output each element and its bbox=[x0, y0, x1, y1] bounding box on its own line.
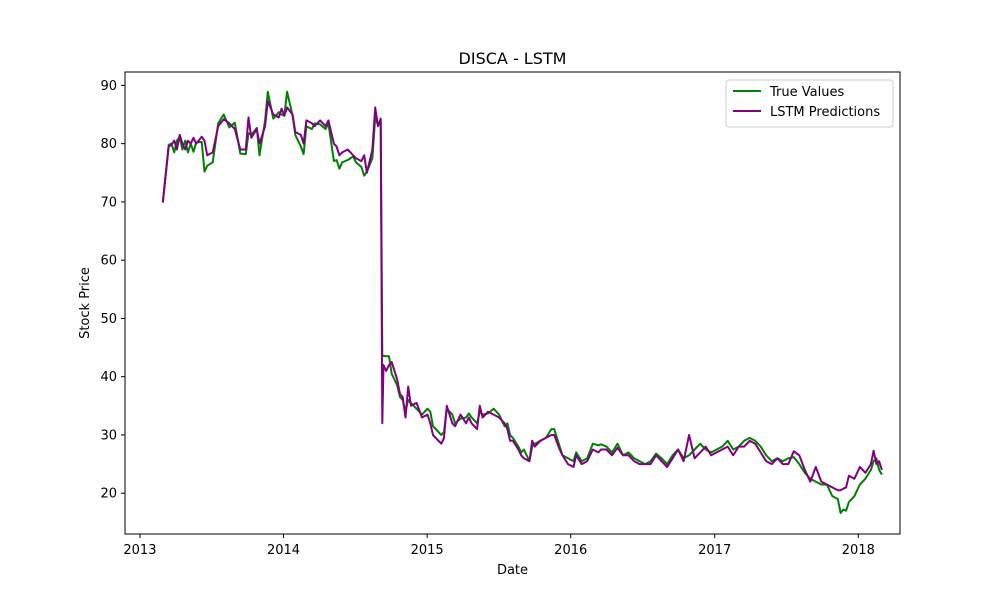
y-tick-label: 30 bbox=[100, 428, 117, 443]
legend-box bbox=[725, 79, 894, 128]
legend: True Values LSTM Predictions bbox=[725, 79, 894, 128]
y-tick-label: 50 bbox=[100, 312, 117, 327]
chart-title: DISCA - LSTM bbox=[459, 49, 567, 68]
series-line-lstm-predictions bbox=[161, 100, 883, 492]
legend-label-true-values: True Values bbox=[769, 85, 844, 100]
series-layer bbox=[161, 90, 883, 514]
y-tick-label: 20 bbox=[100, 487, 117, 502]
x-tick-label: 2014 bbox=[267, 543, 300, 558]
x-tick-label: 2013 bbox=[123, 543, 156, 558]
x-axis-label: Date bbox=[497, 563, 528, 578]
x-tick-label: 2016 bbox=[554, 543, 587, 558]
legend-label-lstm-predictions: LSTM Predictions bbox=[770, 105, 880, 120]
y-tick-label: 90 bbox=[100, 79, 117, 94]
y-tick-label: 60 bbox=[100, 254, 117, 269]
x-tick-label: 2018 bbox=[842, 543, 875, 558]
y-axis-ticks: 20 30 40 50 60 70 80 90 bbox=[100, 79, 125, 502]
y-tick-label: 80 bbox=[100, 137, 117, 152]
plot-frame bbox=[124, 71, 901, 535]
x-tick-label: 2017 bbox=[698, 543, 731, 558]
y-tick-label: 70 bbox=[100, 195, 117, 210]
x-axis-ticks: 2013 2014 2015 2016 2017 2018 bbox=[123, 534, 875, 558]
plot-area bbox=[125, 72, 900, 534]
y-tick-label: 40 bbox=[100, 370, 117, 385]
x-tick-label: 2015 bbox=[411, 543, 444, 558]
y-axis-label: Stock Price bbox=[78, 267, 93, 339]
